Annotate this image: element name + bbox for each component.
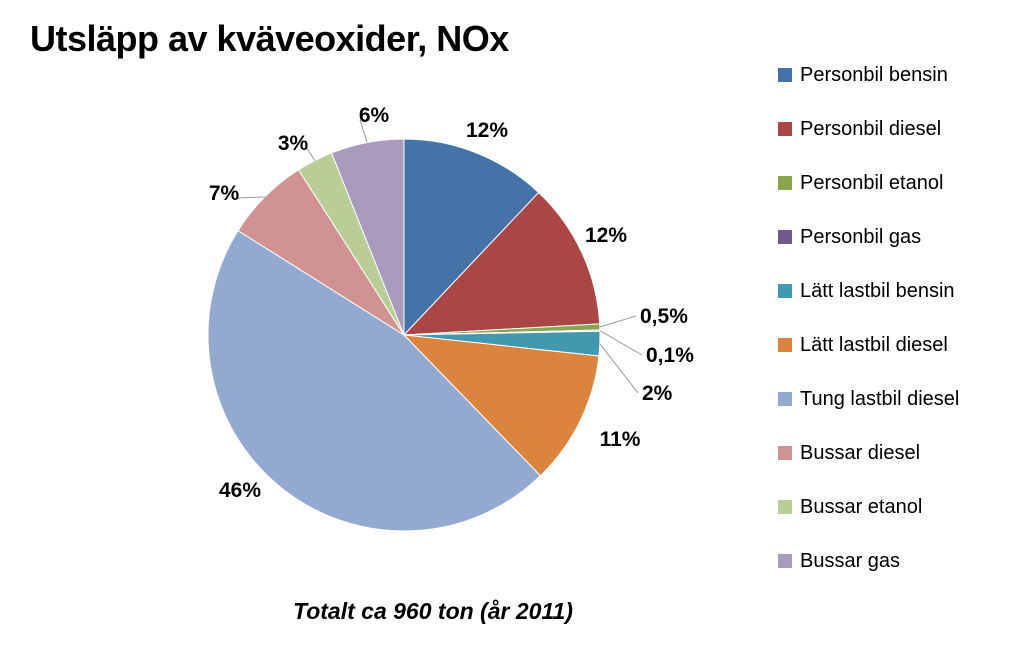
chart-title: Utsläpp av kväveoxider, NOx [30, 18, 509, 59]
legend-label: Bussar gas [800, 549, 901, 572]
data-label-bussar-diesel: 7% [209, 182, 240, 205]
legend-label: Lätt lastbil diesel [800, 333, 948, 356]
legend-swatch [778, 122, 792, 136]
data-label-personbil-bensin: 12% [466, 119, 508, 142]
legend-item-tung-lastbil-diesel: Tung lastbil diesel [778, 384, 959, 414]
legend-swatch [778, 554, 792, 568]
chart-subtitle: Totalt ca 960 ton (år 2011) [293, 598, 573, 624]
legend-item-personbil-etanol: Personbil etanol [778, 168, 943, 198]
data-label-personbil-gas: 0,1% [646, 344, 694, 367]
pie-slice-tung-lastbil-diesel [207, 229, 542, 532]
leader-line-personbil-etanol [599, 315, 637, 328]
legend-label: Personbil diesel [800, 117, 942, 140]
legend-swatch [778, 446, 792, 460]
legend-label: Personbil gas [800, 225, 922, 248]
pie-slice-personbil-bensin [403, 138, 540, 337]
pie-slice-personbil-diesel [402, 191, 601, 336]
leader-line-personbil-gas [599, 330, 643, 356]
legend-swatch [778, 68, 792, 82]
legend-label: Personbil bensin [800, 63, 948, 86]
data-label-personbil-etanol: 0,5% [640, 305, 688, 328]
pie-slice-latt-lastbil-diesel [402, 334, 600, 477]
legend-swatch [778, 230, 792, 244]
legend-swatch [778, 392, 792, 406]
legend-item-personbil-bensin: Personbil bensin [778, 60, 948, 90]
data-label-bussar-etanol: 3% [278, 132, 309, 155]
leader-line-bussar-etanol [306, 147, 316, 161]
legend-swatch [778, 338, 792, 352]
legend-item-bussar-diesel: Bussar diesel [778, 438, 920, 468]
legend-label: Lätt lastbil bensin [800, 279, 955, 302]
leader-line-latt-lastbil-bensin [599, 343, 639, 394]
legend-item-personbil-gas: Personbil gas [778, 222, 921, 252]
legend-item-bussar-etanol: Bussar etanol [778, 492, 922, 522]
legend-item-latt-lastbil-diesel: Lätt lastbil diesel [778, 330, 948, 360]
legend-item-bussar-gas: Bussar gas [778, 546, 900, 576]
data-label-latt-lastbil-bensin: 2% [642, 382, 673, 405]
data-label-latt-lastbil-diesel: 11% [600, 428, 641, 451]
data-label-personbil-diesel: 12% [585, 224, 627, 247]
leader-line-bussar-gas [359, 119, 368, 143]
pie-slice-bussar-gas [330, 138, 405, 336]
legend-swatch [778, 500, 792, 514]
legend-label: Bussar diesel [800, 441, 921, 464]
data-label-bussar-gas: 6% [359, 104, 390, 127]
leader-line-bussar-diesel [237, 196, 265, 199]
legend-swatch [778, 176, 792, 190]
legend-label: Bussar etanol [800, 495, 923, 518]
legend-swatch [778, 284, 792, 298]
legend-label: Personbil etanol [800, 171, 944, 194]
legend-item-latt-lastbil-bensin: Lätt lastbil bensin [778, 276, 955, 306]
legend-label: Tung lastbil diesel [800, 387, 960, 410]
data-label-tung-lastbil-diesel: 46% [219, 479, 261, 502]
legend-item-personbil-diesel: Personbil diesel [778, 114, 941, 144]
